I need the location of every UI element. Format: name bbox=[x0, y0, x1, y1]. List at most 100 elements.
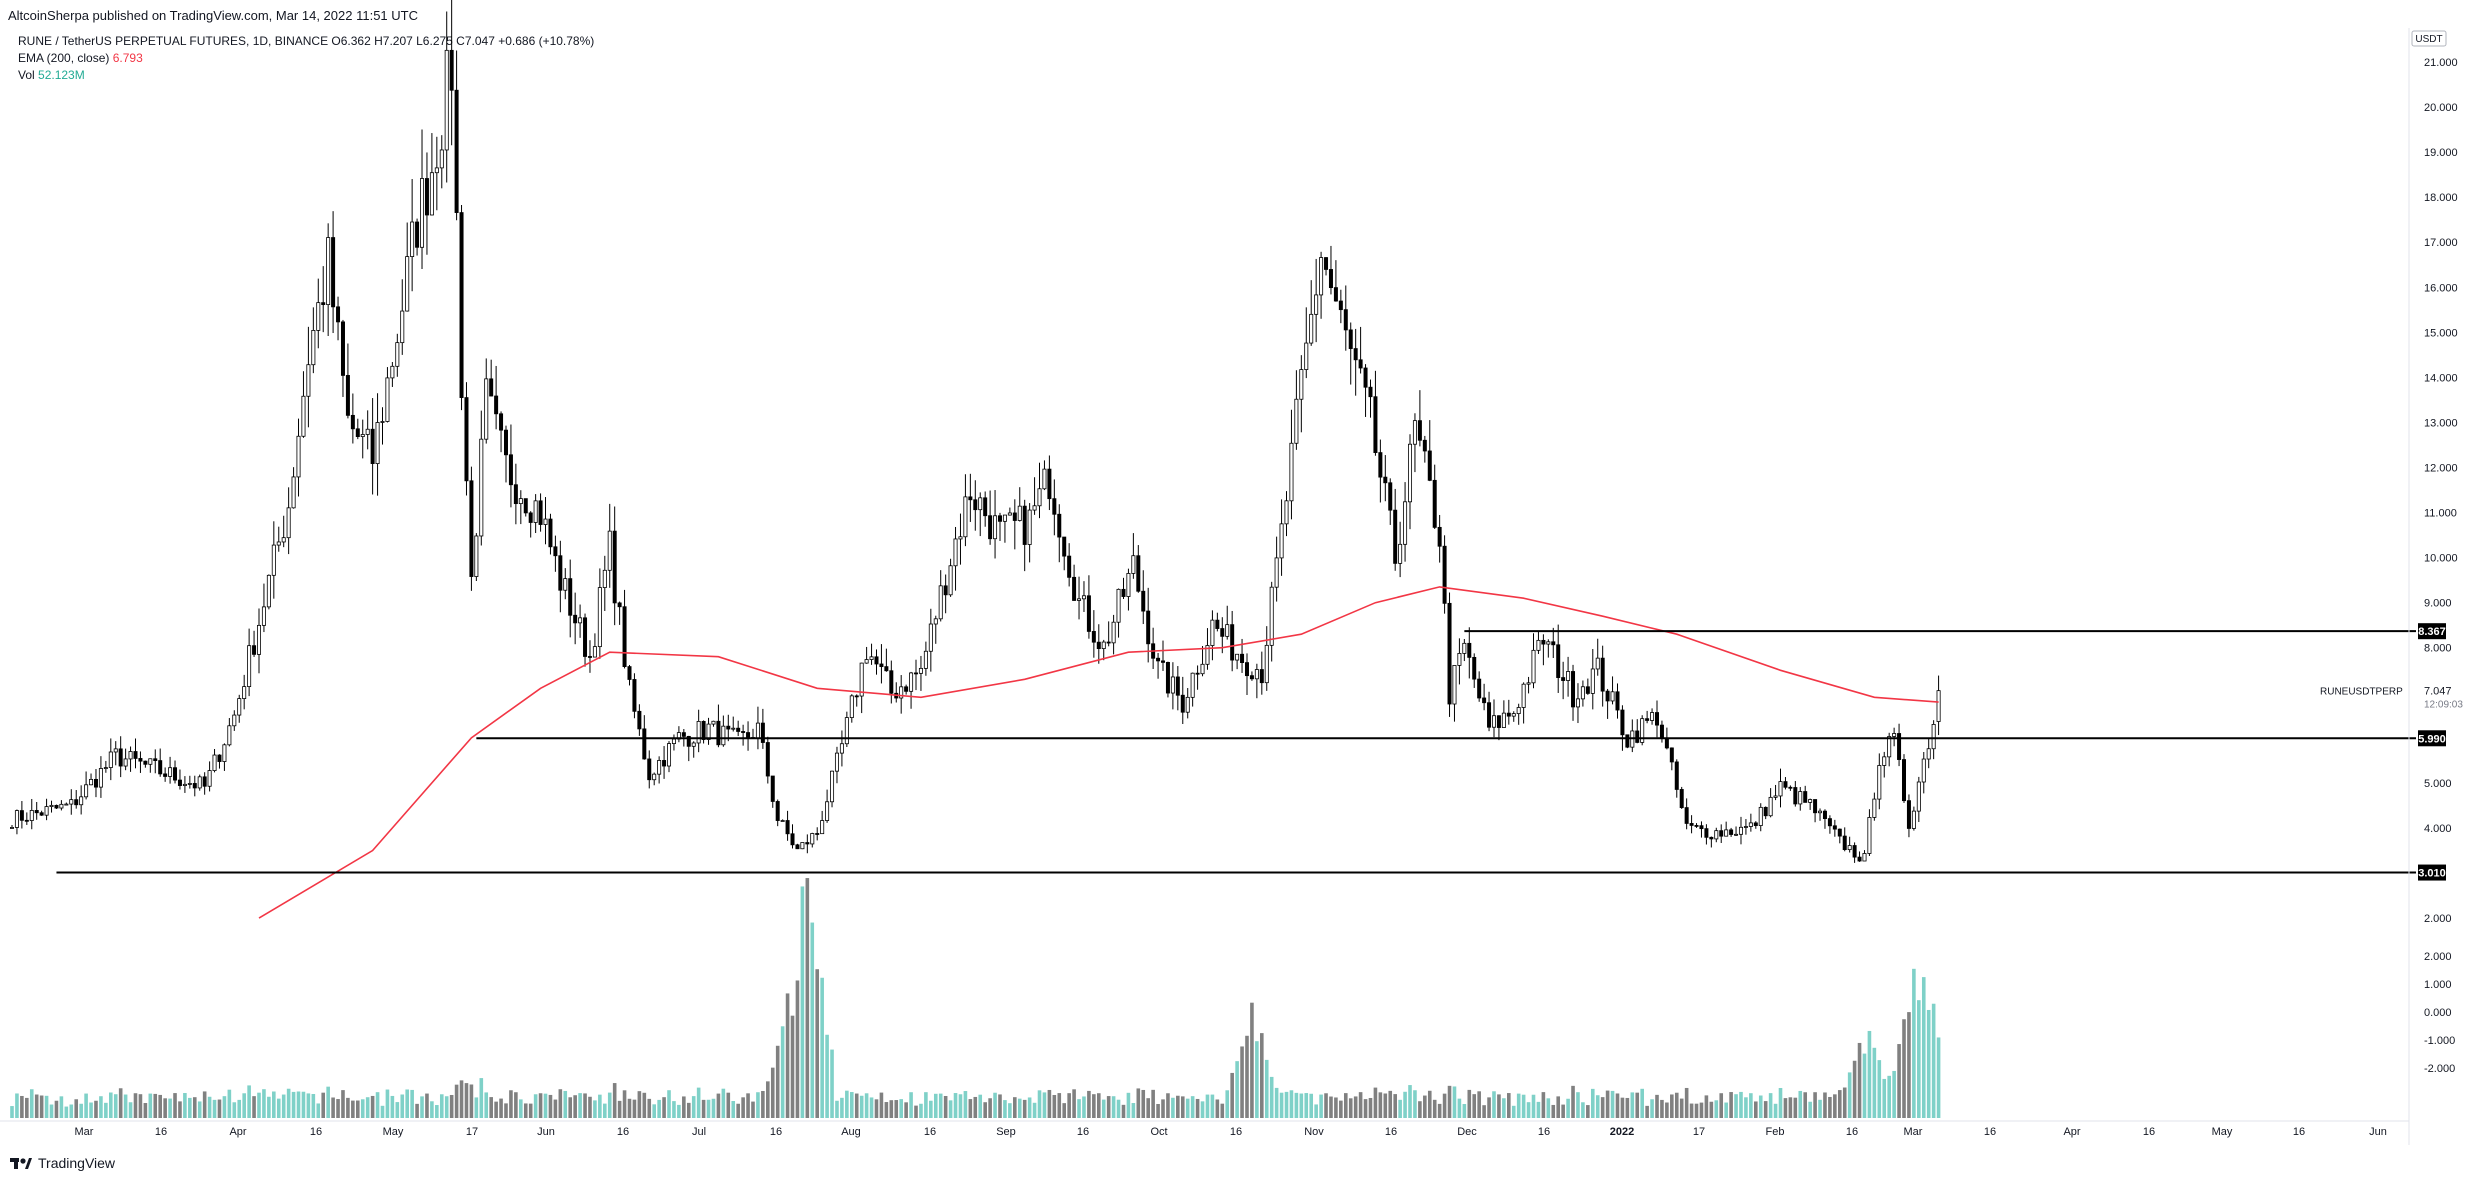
volume-bar bbox=[69, 1104, 74, 1118]
time-tick-label: Dec bbox=[1457, 1126, 1477, 1138]
volume-tick-label: 1.000 bbox=[2424, 979, 2452, 991]
volume-bar bbox=[1734, 1094, 1738, 1118]
candle-down bbox=[1832, 825, 1837, 830]
volume-bar bbox=[1837, 1090, 1842, 1118]
volume-bar bbox=[805, 878, 810, 1118]
candle-down bbox=[19, 810, 24, 821]
candle-up bbox=[1536, 639, 1541, 651]
volume-bar bbox=[1724, 1102, 1728, 1118]
candle-up bbox=[1773, 795, 1778, 798]
volume-bar bbox=[963, 1091, 968, 1118]
volume-bar bbox=[1719, 1093, 1724, 1118]
volume-bar bbox=[1255, 1041, 1259, 1118]
candle-down bbox=[997, 515, 1002, 522]
volume-bar bbox=[593, 1100, 597, 1118]
volume-bar bbox=[716, 1093, 721, 1118]
volume-bar bbox=[1003, 1100, 1007, 1118]
candle-up bbox=[1205, 645, 1210, 665]
volume-bar bbox=[89, 1102, 93, 1118]
candle-up bbox=[830, 770, 835, 803]
candle-down bbox=[350, 414, 355, 430]
volume-label: Vol bbox=[18, 68, 35, 82]
candle-down bbox=[1709, 836, 1714, 840]
volume-bar bbox=[1279, 1092, 1284, 1118]
price-axis[interactable]: USDT 21.000 20.000 19.000 18.000 17.000 16.000… bbox=[2320, 28, 2463, 1145]
candle-down bbox=[1086, 595, 1091, 632]
time-axis[interactable]: Mar 16 Apr 16 May 17 Jun 16 Jul 16 Aug 16 Sep 16 Oct 16… bbox=[0, 1120, 2409, 1138]
tradingview-logo[interactable]: TradingView bbox=[10, 1155, 115, 1171]
candle-down bbox=[642, 728, 647, 760]
volume-bar bbox=[1151, 1089, 1155, 1118]
time-tick-label: 16 bbox=[1984, 1126, 1996, 1138]
candle-down bbox=[1141, 590, 1146, 612]
volume-bar bbox=[825, 1034, 829, 1118]
volume-bar bbox=[1334, 1097, 1338, 1118]
volume-bar bbox=[1329, 1096, 1333, 1118]
candle-down bbox=[321, 302, 326, 305]
volume-bar bbox=[1793, 1097, 1798, 1118]
volume-bar bbox=[1803, 1092, 1808, 1118]
candle-down bbox=[548, 518, 553, 548]
volume-bar bbox=[1931, 1003, 1936, 1118]
volume-bar bbox=[864, 1093, 869, 1118]
candle-down bbox=[1694, 825, 1699, 827]
candle-down bbox=[1793, 787, 1798, 805]
volume-bar bbox=[1032, 1102, 1037, 1118]
candle-up bbox=[1872, 798, 1877, 818]
volume-bar bbox=[800, 886, 805, 1118]
volume-tick-label: 0.000 bbox=[2424, 1007, 2452, 1019]
volume-bar bbox=[1477, 1091, 1481, 1118]
volume-bar bbox=[1497, 1094, 1501, 1118]
candle-up bbox=[256, 624, 261, 655]
candle-down bbox=[988, 515, 993, 540]
price-tick-label: 5.000 bbox=[2424, 778, 2452, 790]
candle-up bbox=[597, 587, 602, 648]
candle-up bbox=[1590, 668, 1595, 694]
volume-bar bbox=[1106, 1096, 1111, 1118]
candle-down bbox=[1482, 697, 1487, 704]
volume-bar bbox=[454, 1084, 459, 1118]
volume-bar bbox=[859, 1095, 864, 1118]
volume-bar bbox=[10, 1106, 14, 1118]
candle-up bbox=[928, 623, 933, 652]
volume-bar bbox=[113, 1094, 118, 1118]
volume-bar bbox=[983, 1102, 987, 1118]
volume-bar bbox=[1141, 1089, 1146, 1118]
volume-bar bbox=[1487, 1097, 1491, 1118]
horizontal-levels[interactable]: 8.367 5.990 3.010 bbox=[56, 623, 2446, 881]
candle-up bbox=[1521, 683, 1526, 708]
candle-up bbox=[958, 536, 963, 540]
candle-up bbox=[474, 535, 479, 577]
candle-down bbox=[1442, 545, 1447, 604]
volume-bar bbox=[1432, 1099, 1437, 1118]
candle-down bbox=[1447, 602, 1452, 705]
level-label-box bbox=[2418, 864, 2446, 881]
volume-bar bbox=[612, 1083, 617, 1118]
candle-up bbox=[800, 842, 805, 850]
candle-up bbox=[711, 720, 716, 725]
volume-bar bbox=[118, 1088, 123, 1118]
candle-down bbox=[1620, 709, 1625, 736]
volume-bar bbox=[761, 1090, 765, 1118]
candle-up bbox=[84, 784, 89, 798]
volume-bar bbox=[20, 1095, 24, 1118]
time-tick-label: Apr bbox=[229, 1126, 246, 1138]
candle-down bbox=[627, 666, 632, 680]
volume-bar bbox=[726, 1092, 731, 1118]
ema-legend-row[interactable]: EMA (200, close) 6.793 bbox=[18, 50, 594, 67]
price-tick-label: 17.000 bbox=[2424, 237, 2458, 249]
volume-bar bbox=[99, 1096, 103, 1118]
volume-bar bbox=[1176, 1095, 1180, 1118]
volume-bar bbox=[1210, 1094, 1215, 1118]
unit-badge[interactable] bbox=[2411, 30, 2447, 47]
volume-legend-row[interactable]: Vol 52.123M bbox=[18, 67, 594, 84]
candle-up bbox=[933, 618, 938, 625]
candle-down bbox=[459, 212, 464, 398]
volume-bar bbox=[1576, 1092, 1580, 1118]
volume-bar bbox=[938, 1093, 943, 1118]
candle-down bbox=[632, 679, 637, 712]
candlesticks bbox=[9, 0, 1941, 863]
volume-bar bbox=[1665, 1102, 1669, 1118]
candle-down bbox=[499, 413, 504, 431]
